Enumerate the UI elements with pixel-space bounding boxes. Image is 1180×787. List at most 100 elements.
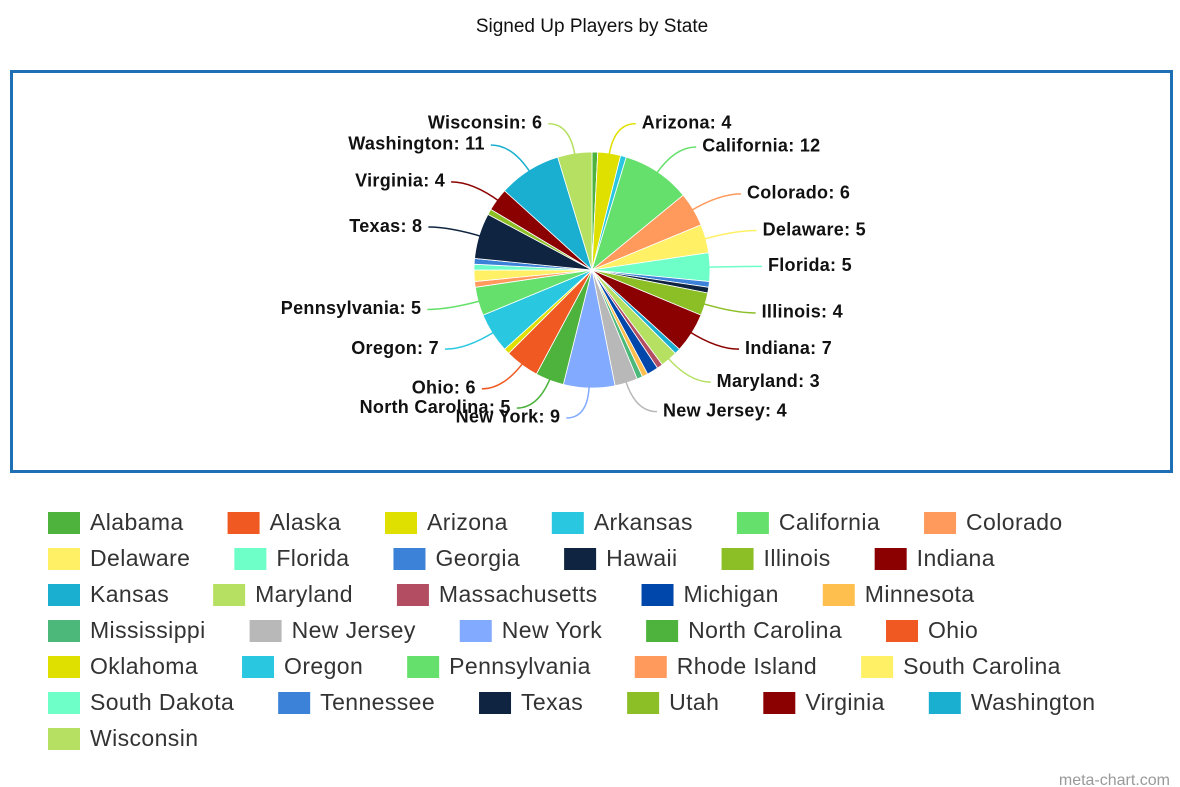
- legend-swatch: [48, 728, 80, 750]
- legend-swatch: [48, 656, 80, 678]
- data-label: Washington: 11: [348, 134, 485, 154]
- legend-swatch: [396, 584, 429, 606]
- legend-swatch: [763, 692, 796, 714]
- legend-swatch: [407, 656, 440, 678]
- legend-swatch: [721, 548, 754, 570]
- legend-swatch: [459, 620, 492, 642]
- data-label: Arizona: 4: [642, 112, 732, 132]
- legend-label: Illinois: [764, 545, 831, 571]
- data-label: Indiana: 7: [745, 338, 832, 358]
- legend-swatch: [48, 692, 80, 714]
- legend-label: California: [779, 509, 880, 535]
- legend-label: Indiana: [917, 545, 995, 571]
- legend-swatch: [48, 584, 80, 606]
- legend-swatch: [861, 656, 894, 678]
- legend-label: Utah: [669, 689, 719, 715]
- legend-label: Maryland: [255, 581, 353, 607]
- legend-label: Georgia: [435, 545, 520, 571]
- leader-line: [607, 122, 636, 158]
- legend-label: Michigan: [684, 581, 779, 607]
- leader-line: [689, 193, 741, 213]
- legend-label: South Dakota: [90, 689, 234, 715]
- legend-label: Florida: [276, 545, 349, 571]
- data-label: Florida: 5: [768, 255, 852, 275]
- legend-swatch: [928, 692, 961, 714]
- legend-label: Ohio: [928, 617, 978, 643]
- legend-swatch: [227, 512, 260, 534]
- legend-label: Alaska: [270, 509, 341, 535]
- leader-line: [624, 378, 657, 413]
- leader-line: [654, 146, 697, 176]
- legend-label: Arkansas: [594, 509, 693, 535]
- chart-title: Signed Up Players by State: [476, 16, 708, 37]
- legend-swatch: [385, 512, 418, 534]
- legend-label: Kansas: [90, 581, 169, 607]
- data-label: Colorado: 6: [747, 183, 850, 203]
- legend-swatch: [234, 548, 267, 570]
- legend-label: Oregon: [284, 653, 363, 679]
- legend-swatch: [242, 656, 275, 678]
- legend-swatch: [886, 620, 919, 642]
- leader-line: [427, 299, 483, 311]
- leader-line: [516, 376, 552, 409]
- legend-swatch: [48, 548, 80, 570]
- legend-swatch: [634, 656, 667, 678]
- data-label: Oregon: 7: [351, 338, 439, 358]
- data-label: Illinois: 4: [762, 302, 843, 322]
- legend-swatch: [551, 512, 584, 534]
- data-label: Texas: 8: [349, 216, 422, 236]
- data-label: Virginia: 4: [355, 171, 445, 191]
- leader-line: [665, 355, 711, 383]
- legend-label: Rhode Island: [677, 653, 817, 679]
- leader-line: [701, 229, 757, 241]
- legend-swatch: [564, 548, 597, 570]
- legend-label: Massachusetts: [439, 581, 598, 607]
- legend-swatch: [48, 512, 80, 534]
- data-label: New Jersey: 4: [663, 400, 787, 420]
- watermark: meta-chart.com: [1059, 772, 1170, 787]
- legend-label: Texas: [521, 689, 583, 715]
- data-label: Delaware: 5: [763, 219, 866, 239]
- legend-label: Wisconsin: [90, 725, 198, 751]
- legend-swatch: [736, 512, 769, 534]
- legend-swatch: [249, 620, 282, 642]
- leader-line: [705, 265, 762, 268]
- legend-swatch: [646, 620, 679, 642]
- data-label: Ohio: 6: [412, 378, 476, 398]
- legend-label: Alabama: [90, 509, 184, 535]
- legend-label: Washington: [971, 689, 1096, 715]
- chart-frame: [10, 70, 1173, 473]
- legend-swatch: [627, 692, 660, 714]
- legend-label: Arizona: [427, 509, 508, 535]
- legend-label: South Carolina: [903, 653, 1061, 679]
- legend-label: New Jersey: [292, 617, 416, 643]
- leader-line: [566, 383, 590, 419]
- legend-label: Tennessee: [320, 689, 435, 715]
- data-label: New York: 9: [456, 407, 561, 427]
- legend-label: Hawaii: [606, 545, 677, 571]
- legend-swatch: [874, 548, 907, 570]
- legend-label: Mississippi: [90, 617, 206, 643]
- legend-swatch: [48, 620, 80, 642]
- leader-line: [700, 302, 756, 314]
- leader-line: [428, 226, 484, 238]
- leader-line: [687, 330, 740, 350]
- data-label: Maryland: 3: [717, 371, 820, 391]
- legend-label: North Carolina: [688, 617, 842, 643]
- leader-line: [451, 181, 501, 203]
- leader-line: [444, 330, 497, 350]
- legend-swatch: [213, 584, 246, 606]
- legend-label: Virginia: [805, 689, 885, 715]
- legend-label: Oklahoma: [90, 653, 198, 679]
- legend-label: Delaware: [90, 545, 190, 571]
- data-label: North Carolina: 5: [360, 397, 511, 417]
- legend-label: Colorado: [966, 509, 1063, 535]
- legend-swatch: [822, 584, 855, 606]
- legend-swatch: [278, 692, 311, 714]
- data-label: California: 12: [702, 136, 820, 156]
- leader-line: [481, 361, 525, 390]
- data-label: Wisconsin: 6: [428, 112, 542, 132]
- legend-swatch: [924, 512, 957, 534]
- legend-swatch: [641, 584, 674, 606]
